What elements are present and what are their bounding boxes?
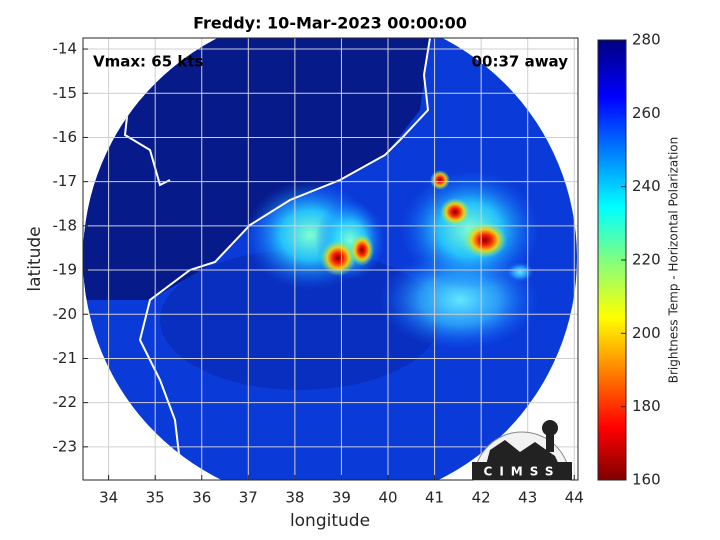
y-tick-label: -18 [53,216,78,234]
x-tick-label: 42 [472,489,491,507]
logo: CIMSS [472,420,572,481]
y-axis-label: latitude [25,226,45,291]
x-tick-label: 44 [565,489,584,507]
x-tick-label: 43 [518,489,537,507]
plot-frame [82,37,579,481]
x-tick-label: 35 [146,489,165,507]
x-tick-label: 38 [285,489,304,507]
y-tick-label: -20 [53,305,78,323]
colorbar-tick-label: 260 [632,104,661,122]
colorbar-tick-label: 240 [632,177,661,195]
colorbar-tick-label: 220 [632,251,661,269]
y-tick-label: -19 [53,261,78,279]
colorbar-tick-label: 200 [632,324,661,342]
x-tick-label: 37 [239,489,258,507]
colorbar-tick-label: 280 [632,31,661,49]
y-tick-label: -23 [53,437,78,455]
x-tick-label: 39 [332,489,351,507]
logo-text: CIMSS [484,465,561,479]
title: Freddy: 10-Mar-2023 00:00:00 [193,14,467,33]
x-tick-label: 36 [192,489,211,507]
y-tick-label: -21 [53,349,78,367]
y-tick-label: -14 [53,40,78,58]
y-tick-label: -22 [53,393,78,411]
colorbar-tick-label: 160 [632,471,661,489]
vmax-annotation: Vmax: 65 kts [93,53,203,71]
y-tick-label: -16 [53,128,78,146]
y-tick-label: -17 [53,172,78,190]
x-tick-label: 34 [99,489,118,507]
x-tick-label: 40 [378,489,397,507]
time-annotation: 00:37 away [472,53,569,71]
colorbar-tick-label: 180 [632,397,661,415]
colorbar-label: Brightness Temp - Horizontal Polarizatio… [667,137,681,384]
x-axis-label: longitude [290,511,370,531]
y-tick-label: -15 [53,84,78,102]
x-tick-label: 41 [425,489,444,507]
